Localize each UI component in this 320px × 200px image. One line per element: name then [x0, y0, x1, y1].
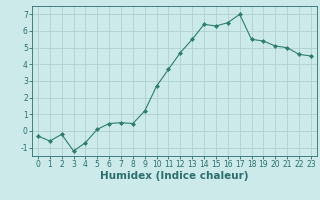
X-axis label: Humidex (Indice chaleur): Humidex (Indice chaleur)	[100, 171, 249, 181]
